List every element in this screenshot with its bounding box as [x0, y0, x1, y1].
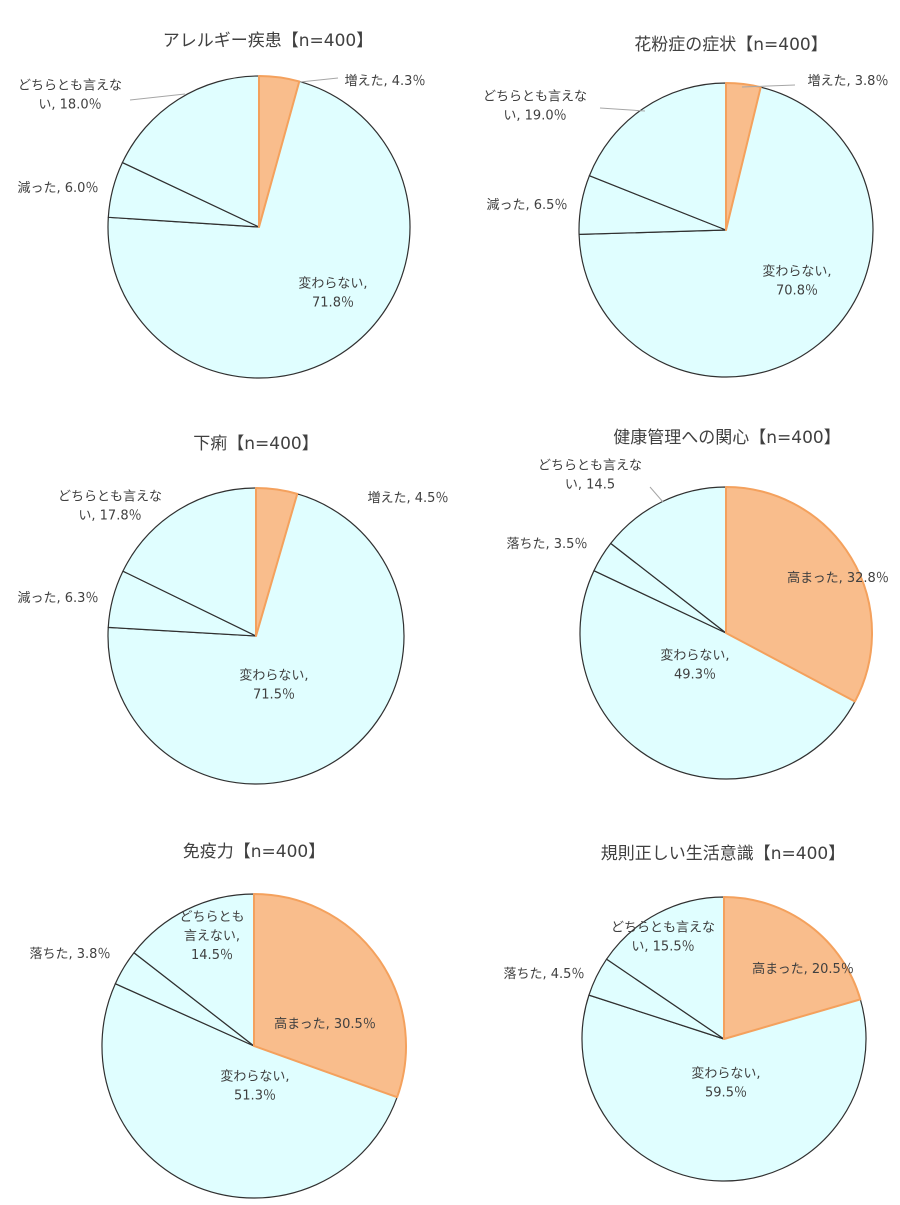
pie-slice-2	[107, 493, 405, 785]
pie-slice-4	[610, 486, 727, 634]
slice-label: どちらとも言えない, 19.0％	[483, 90, 587, 124]
pie-slices	[578, 82, 874, 378]
chart-title: 免疫力【n=400】	[183, 842, 325, 862]
slice-label: どちらとも言えない, 17.8％	[58, 490, 162, 524]
pie-slice-4	[588, 82, 727, 231]
pie-slice-2	[101, 983, 398, 1199]
pie-slices	[101, 893, 407, 1199]
pie-slice-1	[725, 82, 762, 231]
pie-labels: 増えた, 4.3％ 変わらない, 71.8％ 減った, 6.0％ どちらとも言えない, …	[18, 74, 426, 311]
chart-title: 規則正しい生活意識【n=400】	[601, 844, 845, 864]
pie-slice-4	[121, 75, 260, 228]
pie-slice-1	[725, 486, 874, 703]
pie-slice-2	[581, 994, 867, 1182]
pie-labels: 高まった, 30.5％ 変わらない, 51.3％ 落ちた, 3.8％ どちらとも言えない…	[30, 910, 376, 1104]
slice-label: どちらとも言えない, 14.5％	[179, 910, 244, 963]
pie-slice-1	[253, 893, 407, 1099]
pie-chart-2: 花粉症の症状【n=400】増えた, 3.8％ 変わらない, 70.8％ 減った, 6.…	[483, 35, 888, 378]
slice-label: 変わらない, 70.8％	[762, 264, 831, 299]
pie-slice-4	[122, 487, 257, 637]
pie-slice-1	[258, 75, 301, 228]
pie-slice-1	[723, 896, 862, 1040]
pie-slices	[107, 487, 405, 785]
pie-slice-4	[605, 896, 725, 1040]
leader-line	[599, 107, 646, 112]
pie-chart-6: 規則正しい生活意識【n=400】高まった, 20.5％ 変わらない, 59.5％ 落ち…	[504, 844, 867, 1182]
slice-label: 変わらない, 71.5％	[239, 668, 308, 703]
pie-labels: 増えた, 3.8％ 変わらない, 70.8％ 減った, 6.5％ どちらとも言えない, …	[483, 74, 888, 299]
slice-label: 落ちた, 4.5％	[504, 967, 585, 982]
slice-label: 落ちた, 3.5％	[507, 537, 588, 552]
pie-slice-2	[578, 86, 874, 378]
pie-slice-2	[107, 80, 411, 379]
chart-title: 下痢【n=400】	[193, 434, 318, 454]
pie-slices	[579, 486, 874, 780]
chart-title: 花粉症の症状【n=400】	[634, 35, 827, 55]
slice-label: 増えた, 3.8％	[808, 74, 889, 89]
slice-label: 変わらない, 71.8％	[298, 276, 367, 311]
pie-slice-1	[255, 487, 299, 637]
slice-label: 変わらない, 59.5％	[691, 1066, 760, 1101]
slice-label: 変わらない, 51.3％	[220, 1069, 289, 1104]
chart-title: アレルギー疾患【n=400】	[163, 31, 373, 51]
slice-label: 減った, 6.3％	[18, 590, 99, 606]
slice-label: 増えた, 4.5％	[368, 491, 449, 506]
leader-line	[649, 486, 664, 503]
pie-labels: 増えた, 4.5％ 変わらない, 71.5％ 減った, 6.3％ どちらとも言えない, …	[18, 490, 449, 703]
leader-line	[299, 77, 339, 83]
leader-line	[129, 93, 186, 101]
slice-label: 変わらない, 49.3％	[660, 648, 729, 683]
pie-chart-1: アレルギー疾患【n=400】増えた, 4.3％ 変わらない, 71.8％ 減った, 6…	[18, 31, 426, 379]
slice-label: 増えた, 4.3％	[345, 74, 426, 89]
slice-label: どちらとも言えない, 15.5％	[611, 921, 715, 955]
pie-slice-2	[579, 570, 856, 780]
pie-slices	[581, 896, 867, 1182]
slice-label: どちらとも言えない, 14.5	[538, 459, 642, 493]
pie-labels: 高まった, 20.5％ 変わらない, 59.5％ 落ちた, 4.5％ どちらとも言えない…	[504, 921, 854, 1101]
pie-chart-5: 免疫力【n=400】高まった, 30.5％ 変わらない, 51.3％ 落ちた, 3.8…	[30, 842, 407, 1199]
slice-label: 高まった, 32.8％	[787, 570, 889, 586]
leader-line	[741, 84, 796, 88]
slice-label: 落ちた, 3.8％	[30, 947, 111, 962]
pie-labels: 高まった, 32.8％ 変わらない, 49.3％ 落ちた, 3.5％ どちらとも言えない…	[507, 459, 889, 683]
pie-chart-3: 下痢【n=400】増えた, 4.5％ 変わらない, 71.5％ 減った, 6.3％ どち…	[18, 434, 449, 785]
slice-label: 高まった, 20.5％	[752, 961, 854, 977]
slice-label: 減った, 6.0％	[18, 180, 99, 196]
pie-chart-4: 健康管理への関心【n=400】高まった, 32.8％ 変わらない, 49.3％ 落ちた…	[507, 428, 889, 780]
pie-slices	[107, 75, 411, 379]
slice-label: 減った, 6.5％	[487, 197, 568, 213]
chart-title: 健康管理への関心【n=400】	[613, 428, 840, 448]
pie-slice-4	[133, 893, 255, 1047]
slice-label: どちらとも言えない, 18.0％	[18, 79, 122, 113]
slice-label: 高まった, 30.5％	[274, 1016, 376, 1032]
